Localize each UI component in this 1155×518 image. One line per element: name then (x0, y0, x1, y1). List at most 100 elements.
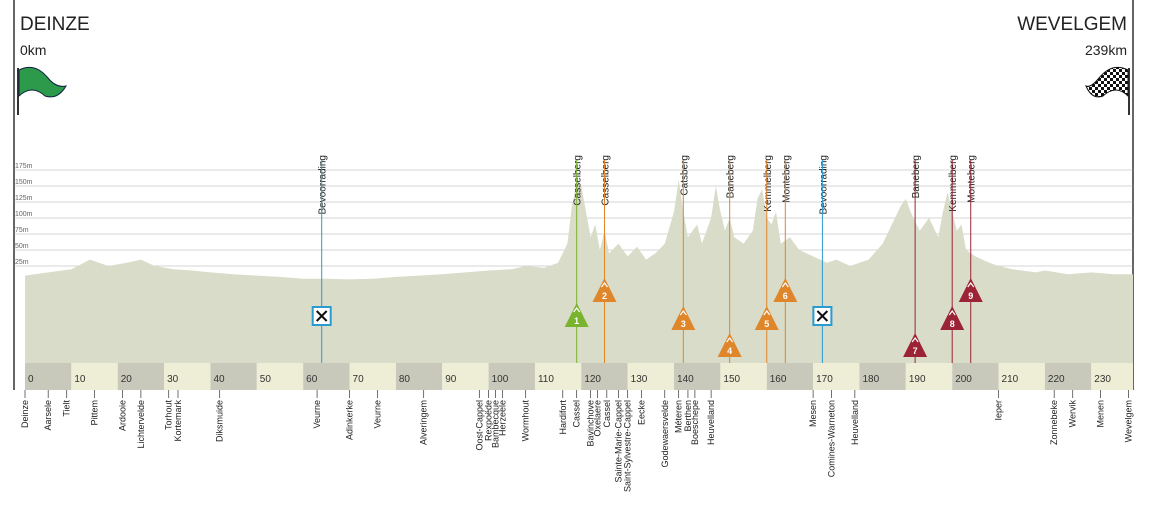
climb-label: Monteberg (781, 155, 792, 203)
town-label: Heuvelland (706, 400, 716, 445)
climb-number: 1 (574, 316, 579, 326)
town-label: Wevelgem (1123, 400, 1133, 442)
x-tick-label: 170 (816, 374, 833, 385)
climb-label: Baneberg (911, 155, 922, 198)
x-tick-label: 140 (677, 374, 694, 385)
x-tick-label: 220 (1048, 374, 1065, 385)
y-tick-label: 175m (15, 163, 33, 170)
x-tick-label: 120 (584, 374, 601, 385)
town-label: Hardifort (558, 400, 568, 435)
climb-label: Casselberg (573, 155, 584, 206)
feed-zone-label: Bevoorrading (818, 155, 829, 214)
town-label: Zonnebeke (1049, 400, 1059, 445)
climb-label: Baneberg (726, 155, 737, 198)
finish-distance: 239km (1085, 42, 1127, 58)
feed-zone-cutlery (315, 310, 328, 322)
town-label: Heuvelland (850, 400, 860, 445)
climb-marker (940, 306, 965, 330)
town-label: Eecke (637, 400, 647, 425)
town-label: Ardooie (117, 400, 127, 431)
town-label: Bambecque (491, 400, 501, 448)
x-tick-label: 230 (1094, 374, 1111, 385)
town-label: Pittem (90, 400, 100, 426)
feed-zone-cutlery (816, 310, 829, 322)
km-band (164, 363, 211, 390)
km-band (720, 363, 767, 390)
km-band (952, 363, 999, 390)
town-label: Saint-Sylvestre-Cappel (623, 400, 633, 492)
town-label: Herzeele (498, 400, 508, 436)
x-tick-label: 40 (213, 374, 225, 385)
town-label: Mesen (808, 400, 818, 427)
town-label: Diksmuide (215, 400, 225, 442)
climb-number: 2 (602, 291, 607, 301)
town-label: Cassel (572, 400, 582, 428)
km-band (395, 363, 443, 390)
finish-name: WEVELGEM (1017, 14, 1127, 35)
feed-zone-icon (812, 306, 833, 326)
km-band (303, 363, 350, 390)
climb-peak (781, 282, 789, 288)
x-tick-label: 0 (28, 374, 34, 385)
x-tick-label: 210 (1002, 374, 1019, 385)
climb-number: 4 (727, 346, 732, 356)
town-label: Wormhout (521, 400, 531, 442)
km-band (1044, 363, 1092, 390)
x-tick-label: 30 (167, 374, 179, 385)
town-label: Rexpoëde (484, 400, 494, 441)
y-tick-label: 50m (15, 243, 29, 250)
km-band (349, 363, 396, 390)
km-band (1091, 363, 1133, 390)
climb-peak (601, 282, 608, 288)
x-tick-label: 100 (492, 374, 509, 385)
climb-marker (671, 306, 696, 330)
town-label: Veurne (372, 400, 382, 429)
town-label: Torhout (164, 400, 174, 431)
x-tick-label: 90 (445, 374, 457, 385)
x-tick-label: 20 (121, 374, 133, 385)
y-tick-label: 150m (15, 179, 33, 186)
km-band (71, 363, 118, 390)
km-band (905, 363, 953, 390)
x-tick-label: 160 (770, 374, 787, 385)
x-tick-label: 70 (353, 374, 365, 385)
km-band (442, 363, 489, 390)
x-tick-label: 110 (538, 374, 554, 385)
start-distance: 0km (20, 42, 46, 58)
start-name: DEINZE (20, 14, 90, 35)
finish-flag (1085, 66, 1130, 115)
x-tick-label: 80 (399, 374, 411, 385)
climb-marker (754, 306, 779, 330)
climb-marker (717, 333, 742, 357)
km-band (25, 363, 72, 390)
town-label: Veurne (312, 400, 322, 429)
y-tick-label: 125m (15, 195, 33, 202)
x-tick-label: 130 (631, 374, 648, 385)
town-label: Lichtervelde (136, 400, 146, 449)
km-band (534, 363, 582, 390)
town-label: Oost-Cappel (474, 400, 484, 451)
town-label: Bavinchove (586, 400, 596, 447)
km-band (998, 363, 1045, 390)
km-band (256, 363, 304, 390)
climb-number: 3 (681, 319, 686, 329)
y-tick-label: 75m (15, 227, 29, 234)
km-band (210, 363, 257, 390)
town-label: Oxelaere (593, 400, 603, 437)
feed-zone-label: Bevoorrading (318, 155, 329, 214)
climb-number: 6 (783, 291, 788, 301)
climb-number: 5 (764, 319, 769, 329)
climb-number: 7 (913, 346, 918, 356)
town-label: Méteren (674, 400, 684, 433)
climb-marker (773, 278, 798, 302)
x-tick-label: 200 (955, 374, 972, 385)
town-label: Tielt (62, 400, 72, 417)
start-flag (17, 66, 67, 115)
town-label: Berthen (683, 400, 693, 432)
climb-label: Kemmelberg (763, 155, 774, 212)
x-tick-label: 190 (909, 374, 926, 385)
km-band (581, 363, 628, 390)
town-label: Godewaersvelde (660, 400, 670, 468)
town-label: Boeschepe (690, 400, 700, 445)
climb-peak (948, 310, 956, 316)
